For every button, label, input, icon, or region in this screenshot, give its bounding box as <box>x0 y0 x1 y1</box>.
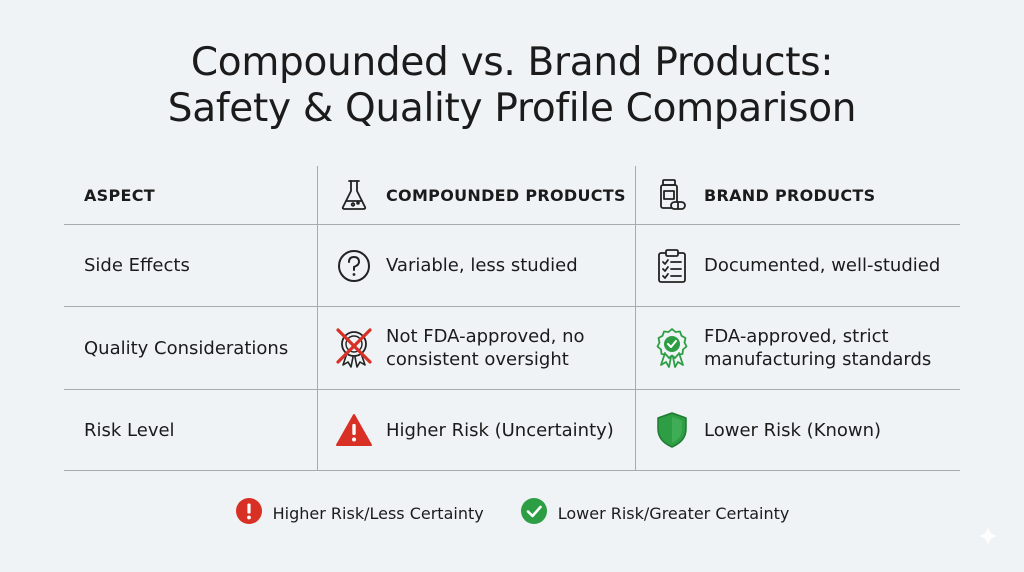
page-title: Compounded vs. Brand Products: Safety & … <box>0 40 1024 132</box>
brand-quality-line-2: manufacturing standards <box>704 349 932 370</box>
crossed-out-seal-icon <box>334 328 374 368</box>
shield-icon <box>652 410 692 450</box>
aspect-side-effects: Side Effects <box>84 255 190 276</box>
row-divider <box>64 470 960 471</box>
warning-triangle-icon <box>334 410 374 450</box>
approved-seal-icon <box>652 328 692 368</box>
row-divider <box>64 389 960 390</box>
brand-risk-level: Lower Risk (Known) <box>652 390 881 470</box>
brand-side-effects: Documented, well-studied <box>652 225 940 306</box>
legend: Higher Risk/Less Certainty Lower Risk/Gr… <box>0 497 1024 529</box>
legend-item-higher-risk: Higher Risk/Less Certainty <box>235 497 484 529</box>
brand-quality-line-1: FDA-approved, strict <box>704 326 889 347</box>
title-line-1: Compounded vs. Brand Products: <box>190 40 834 85</box>
compounded-side-effects: Variable, less studied <box>334 225 578 306</box>
compounded-quality: Not FDA-approved, no consistent oversigh… <box>334 307 584 389</box>
sparkle-icon <box>978 526 998 550</box>
question-circle-icon <box>334 246 374 286</box>
medicine-bottle-icon <box>652 175 692 215</box>
column-divider <box>635 166 636 471</box>
compounded-risk-level: Higher Risk (Uncertainty) <box>334 390 614 470</box>
clipboard-checklist-icon <box>652 246 692 286</box>
header-compounded: COMPOUNDED PRODUCTS <box>334 166 626 224</box>
column-divider <box>317 166 318 471</box>
brand-quality: FDA-approved, strict manufacturing stand… <box>652 307 931 389</box>
aspect-risk-level: Risk Level <box>84 419 175 441</box>
exclamation-circle-icon <box>235 497 263 529</box>
compounded-quality-line-2: consistent oversight <box>386 349 569 370</box>
title-line-2: Safety & Quality Profile Comparison <box>167 86 857 131</box>
legend-item-lower-risk: Lower Risk/Greater Certainty <box>520 497 790 529</box>
row-divider <box>64 224 960 225</box>
check-circle-icon <box>520 497 548 529</box>
compounded-quality-line-1: Not FDA-approved, no <box>386 326 585 347</box>
header-aspect: ASPECT <box>84 185 156 205</box>
header-brand: BRAND PRODUCTS <box>652 166 875 224</box>
legend-label-higher-risk: Higher Risk/Less Certainty <box>272 503 484 523</box>
comparison-table: ASPECT COMPOUNDED PRODUCTS BRAND PRODUCT… <box>64 166 960 471</box>
legend-label-lower-risk: Lower Risk/Greater Certainty <box>557 503 790 523</box>
row-divider <box>64 306 960 307</box>
aspect-quality: Quality Considerations <box>84 337 289 359</box>
flask-icon <box>334 175 374 215</box>
